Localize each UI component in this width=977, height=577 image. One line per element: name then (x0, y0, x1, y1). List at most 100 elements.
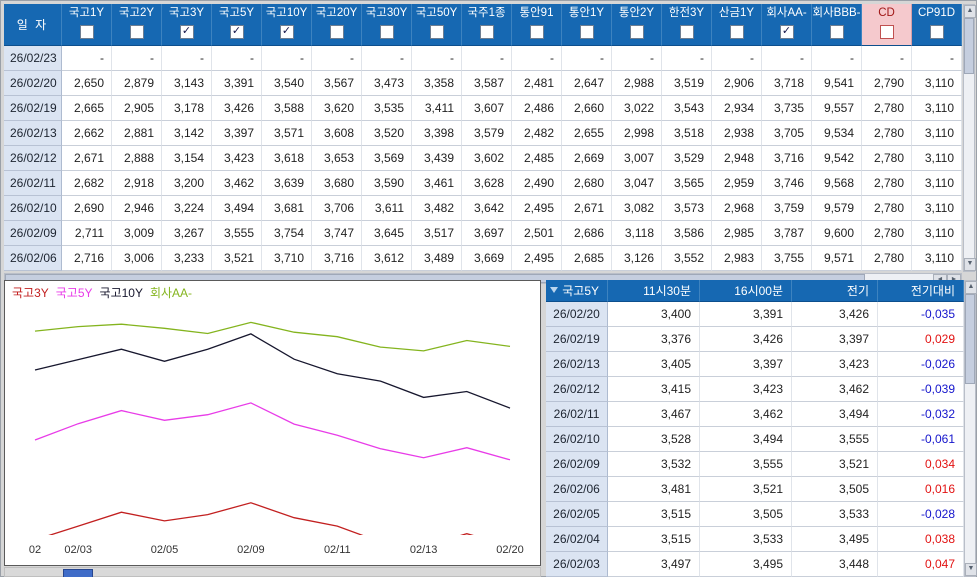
column-checkbox-국고20Y[interactable] (329, 25, 344, 39)
cell-value: 3,495 (792, 527, 878, 552)
scroll-up-button[interactable]: ▲ (964, 5, 976, 18)
column-checkbox-산금1Y[interactable] (729, 25, 744, 39)
table-row[interactable]: 26/02/19 2,665 2,905 3,178 3,426 3,588 3,620 3,… (4, 96, 962, 121)
scroll-down-button[interactable]: ▼ (964, 258, 976, 271)
detail-header-4[interactable]: 전기대비 (878, 280, 964, 302)
cell-value: 3,224 (162, 196, 212, 221)
cell-value: 3,007 (612, 146, 662, 171)
detail-table-row[interactable]: 26/02/19 3,376 3,426 3,397 0,029 (546, 327, 964, 352)
detail-table-row[interactable]: 26/02/10 3,528 3,494 3,555 -0,061 (546, 427, 964, 452)
cell-value: - (662, 46, 712, 71)
column-checkbox-국고10Y[interactable]: ✓ (279, 25, 294, 39)
column-header-통안1Y[interactable]: 통안1Y (562, 4, 612, 46)
scroll-track[interactable] (965, 384, 975, 563)
column-header-국주1종[interactable]: 국주1종 (462, 4, 512, 46)
detail-table-row[interactable]: 26/02/11 3,467 3,462 3,494 -0,032 (546, 402, 964, 427)
column-checkbox-한전3Y[interactable] (679, 25, 694, 39)
cell-value: 3,569 (362, 146, 412, 171)
column-header-통안91[interactable]: 통안91 (512, 4, 562, 46)
detail-table-row[interactable]: 26/02/04 3,515 3,533 3,495 0,038 (546, 527, 964, 552)
column-checkbox-국고3Y[interactable]: ✓ (179, 25, 194, 39)
cell-value: 3,602 (462, 146, 512, 171)
cell-value: 3,528 (608, 427, 700, 452)
change-value: -0,039 (878, 377, 964, 402)
scroll-thumb[interactable] (964, 18, 974, 74)
table-row[interactable]: 26/02/12 2,671 2,888 3,154 3,423 3,618 3,653 3,… (4, 146, 962, 171)
cell-value: 3,567 (312, 71, 362, 96)
detail-table-row[interactable]: 26/02/05 3,515 3,505 3,533 -0,028 (546, 502, 964, 527)
scroll-thumb[interactable] (63, 569, 93, 577)
column-header-국고30Y[interactable]: 국고30Y (362, 4, 412, 46)
column-checkbox-회사BBB-[interactable] (829, 25, 844, 39)
table-row[interactable]: 26/02/20 2,650 2,879 3,143 3,391 3,540 3,567 3,… (4, 71, 962, 96)
legend-item-국고3Y: 국고3Y (12, 286, 49, 300)
cell-value: 3,126 (612, 246, 662, 271)
detail-table-vertical-scrollbar[interactable]: ▲ ▼ (964, 280, 977, 577)
cell-value: 3,653 (312, 146, 362, 171)
scroll-down-button[interactable]: ▼ (965, 563, 977, 576)
column-checkbox-CP91D[interactable] (929, 25, 944, 39)
scroll-thumb[interactable] (965, 294, 975, 384)
column-label: CP91D (917, 7, 956, 19)
column-header-국고1Y[interactable]: 국고1Y (62, 4, 112, 46)
chart-horizontal-scrollbar[interactable] (4, 567, 541, 577)
column-header-국고10Y[interactable]: 국고10Y ✓ (262, 4, 312, 46)
column-header-회사BBB-[interactable]: 회사BBB- (812, 4, 862, 46)
date-column-header[interactable]: 일 자 (4, 4, 62, 46)
detail-table-row[interactable]: 26/02/20 3,400 3,391 3,426 -0,035 (546, 302, 964, 327)
cell-value: 3,376 (608, 327, 700, 352)
cell-value: 3,552 (662, 246, 712, 271)
cell-value: 2,790 (862, 71, 912, 96)
column-checkbox-국고2Y[interactable] (129, 25, 144, 39)
table-row[interactable]: 26/02/06 2,716 3,006 3,233 3,521 3,710 3,716 3,… (4, 246, 962, 271)
column-checkbox-회사AA-[interactable]: ✓ (779, 25, 794, 39)
top-table-vertical-scrollbar[interactable]: ▲ ▼ (963, 4, 976, 272)
column-header-한전3Y[interactable]: 한전3Y (662, 4, 712, 46)
detail-header-3[interactable]: 전기 (792, 280, 878, 302)
column-checkbox-국주1종[interactable] (479, 25, 494, 39)
table-row[interactable]: 26/02/11 2,682 2,918 3,200 3,462 3,639 3,680 3,… (4, 171, 962, 196)
cell-value: 3,533 (792, 502, 878, 527)
column-header-산금1Y[interactable]: 산금1Y (712, 4, 762, 46)
scroll-track[interactable] (5, 568, 540, 577)
cell-value: 2,946 (112, 196, 162, 221)
column-header-CP91D[interactable]: CP91D (912, 4, 962, 46)
table-row[interactable]: 26/02/10 2,690 2,946 3,224 3,494 3,681 3,706 3,… (4, 196, 962, 221)
column-checkbox-국고5Y[interactable]: ✓ (229, 25, 244, 39)
column-checkbox-통안91[interactable] (529, 25, 544, 39)
cell-value: - (312, 46, 362, 71)
column-checkbox-국고1Y[interactable] (79, 25, 94, 39)
table-row[interactable]: 26/02/23- - - - - - - - - - - - - - - - - - (4, 46, 962, 71)
cell-value: 3,543 (662, 96, 712, 121)
column-header-국고50Y[interactable]: 국고50Y (412, 4, 462, 46)
detail-header-2[interactable]: 16시00분 (700, 280, 792, 302)
x-tick-label: 02/09 (237, 544, 265, 556)
sort-icon (550, 287, 558, 293)
column-header-국고3Y[interactable]: 국고3Y ✓ (162, 4, 212, 46)
scroll-track[interactable] (964, 74, 974, 258)
column-checkbox-국고30Y[interactable] (379, 25, 394, 39)
detail-table-row[interactable]: 26/02/09 3,532 3,555 3,521 0,034 (546, 452, 964, 477)
detail-table-row[interactable]: 26/02/13 3,405 3,397 3,423 -0,026 (546, 352, 964, 377)
scroll-up-button[interactable]: ▲ (965, 281, 977, 294)
column-header-국고20Y[interactable]: 국고20Y (312, 4, 362, 46)
table-row[interactable]: 26/02/09 2,711 3,009 3,267 3,555 3,754 3,747 3,… (4, 221, 962, 246)
cell-value: 2,988 (612, 71, 662, 96)
column-header-국고5Y[interactable]: 국고5Y ✓ (212, 4, 262, 46)
detail-table-row[interactable]: 26/02/12 3,415 3,423 3,462 -0,039 (546, 377, 964, 402)
detail-table-row[interactable]: 26/02/06 3,481 3,521 3,505 0,016 (546, 477, 964, 502)
detail-table-row[interactable]: 26/02/03 3,497 3,495 3,448 0,047 (546, 552, 964, 577)
column-checkbox-CD[interactable] (879, 25, 894, 39)
column-header-통안2Y[interactable]: 통안2Y (612, 4, 662, 46)
chart-legend: 국고3Y 국고5Y 국고10Y 회사AA- (12, 284, 192, 301)
column-header-국고2Y[interactable]: 국고2Y (112, 4, 162, 46)
column-header-회사AA-[interactable]: 회사AA- ✓ (762, 4, 812, 46)
column-header-CD[interactable]: CD (862, 4, 912, 46)
row-date: 26/02/20 (546, 302, 608, 327)
table-row[interactable]: 26/02/13 2,662 2,881 3,142 3,397 3,571 3,608 3,… (4, 121, 962, 146)
column-checkbox-통안2Y[interactable] (629, 25, 644, 39)
detail-header-series[interactable]: 국고5Y (546, 280, 608, 302)
column-checkbox-국고50Y[interactable] (429, 25, 444, 39)
detail-header-1[interactable]: 11시30분 (608, 280, 700, 302)
column-checkbox-통안1Y[interactable] (579, 25, 594, 39)
